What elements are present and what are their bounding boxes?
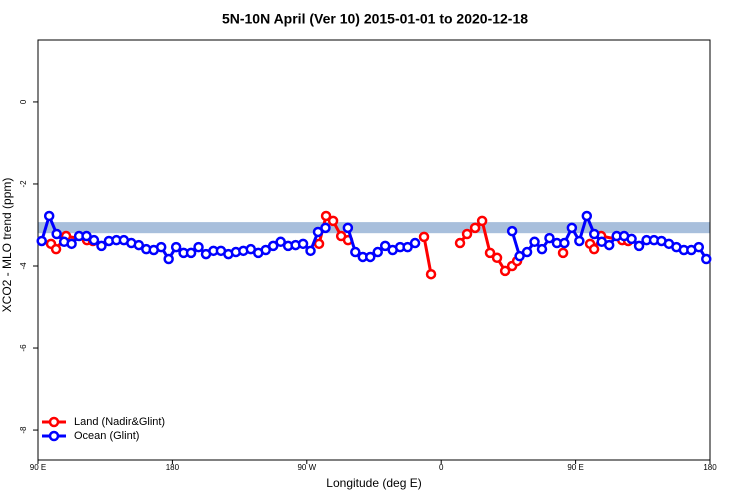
point xyxy=(633,240,645,252)
reference-band xyxy=(38,222,710,234)
point xyxy=(185,247,197,259)
x-tick-label: 0 xyxy=(439,463,444,472)
y-tick-label: 0 xyxy=(19,99,28,104)
point xyxy=(425,268,437,280)
point xyxy=(36,235,47,247)
x-tick-label: 180 xyxy=(166,463,180,472)
point xyxy=(491,252,503,264)
point xyxy=(297,238,309,250)
point xyxy=(320,222,331,234)
y-axis-label: XCO2 - MLO trend (ppm) xyxy=(0,178,14,313)
point xyxy=(536,243,548,255)
point xyxy=(275,236,286,248)
point xyxy=(313,238,325,250)
chart-title: 5N-10N April (Ver 10) 2015-01-01 to 2020… xyxy=(222,11,528,27)
series-line xyxy=(422,236,433,275)
point xyxy=(484,247,496,259)
point xyxy=(581,210,593,222)
point xyxy=(43,210,55,222)
legend-marker xyxy=(48,430,60,442)
plot-frame xyxy=(37,39,711,461)
point xyxy=(454,237,466,249)
point xyxy=(476,215,488,227)
point xyxy=(96,240,107,252)
x-tick-label: 180 xyxy=(703,463,717,472)
point xyxy=(566,222,578,234)
point xyxy=(163,253,174,265)
point xyxy=(499,265,511,277)
point xyxy=(133,239,145,251)
x-tick-label: 90 W xyxy=(297,463,316,472)
point xyxy=(350,246,361,258)
point xyxy=(521,246,533,258)
point xyxy=(544,232,555,244)
point xyxy=(365,251,376,263)
point xyxy=(626,233,637,245)
point xyxy=(312,226,324,238)
point xyxy=(372,246,383,258)
point xyxy=(529,236,540,248)
point xyxy=(342,222,354,234)
point xyxy=(51,228,62,240)
legend-label: Ocean (Glint) xyxy=(74,430,139,442)
point xyxy=(81,230,92,242)
point xyxy=(170,241,182,253)
point xyxy=(557,247,569,259)
x-tick-label: 90 E xyxy=(567,463,583,472)
point xyxy=(267,240,279,252)
point xyxy=(574,235,585,247)
point xyxy=(379,240,391,252)
point xyxy=(603,239,615,251)
point xyxy=(193,241,204,253)
point xyxy=(409,237,421,249)
y-tick-label: -8 xyxy=(19,426,28,434)
point xyxy=(559,237,570,249)
x-tick-label: 90 E xyxy=(30,463,46,472)
point xyxy=(506,225,518,237)
point xyxy=(693,241,705,253)
point xyxy=(461,228,473,240)
point xyxy=(305,245,316,257)
point xyxy=(588,243,600,255)
point xyxy=(469,222,481,234)
point xyxy=(701,253,712,265)
y-tick-label: -2 xyxy=(19,180,28,188)
point xyxy=(50,243,62,255)
y-tick-label: -6 xyxy=(19,344,28,352)
point xyxy=(327,215,339,227)
point xyxy=(418,231,430,243)
point xyxy=(589,228,600,240)
point xyxy=(514,250,525,262)
point xyxy=(155,241,167,253)
point xyxy=(260,244,271,256)
legend-marker xyxy=(48,416,60,428)
point xyxy=(320,210,332,222)
legend-label: Land (Nadir&Glint) xyxy=(74,416,165,428)
x-axis-label: Longitude (deg E) xyxy=(326,476,421,490)
y-tick-label: -4 xyxy=(19,262,28,270)
point xyxy=(402,241,413,253)
point xyxy=(88,234,100,246)
point xyxy=(66,238,77,250)
